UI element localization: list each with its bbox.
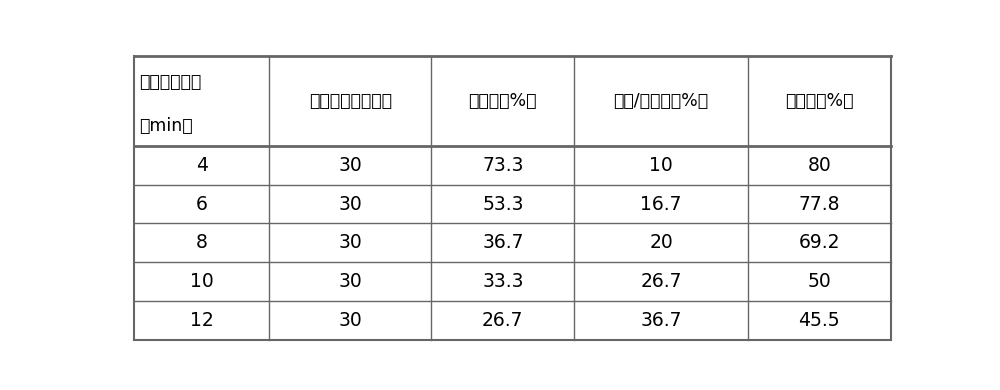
Text: 77.8: 77.8 xyxy=(799,195,840,213)
Text: 30: 30 xyxy=(339,195,362,213)
Text: 53.3: 53.3 xyxy=(482,195,524,213)
Text: 36.7: 36.7 xyxy=(640,311,682,330)
Text: 69.2: 69.2 xyxy=(799,233,840,252)
Text: 30: 30 xyxy=(339,156,362,175)
Text: 外植体数量（个）: 外植体数量（个） xyxy=(309,92,392,110)
Text: 26.7: 26.7 xyxy=(640,272,682,291)
Text: 73.3: 73.3 xyxy=(482,156,524,175)
Text: 污染率（%）: 污染率（%） xyxy=(469,92,537,110)
Text: 12: 12 xyxy=(190,311,214,330)
Text: 50: 50 xyxy=(807,272,831,291)
Text: 10: 10 xyxy=(190,272,214,291)
Text: （min）: （min） xyxy=(139,117,193,135)
Text: 表面灭菌时间: 表面灭菌时间 xyxy=(139,73,201,91)
Text: 33.3: 33.3 xyxy=(482,272,524,291)
Text: 10: 10 xyxy=(649,156,673,175)
Text: 4: 4 xyxy=(196,156,208,175)
Text: 20: 20 xyxy=(649,233,673,252)
Text: 26.7: 26.7 xyxy=(482,311,524,330)
Text: 30: 30 xyxy=(339,272,362,291)
Text: 16.7: 16.7 xyxy=(640,195,682,213)
Text: 36.7: 36.7 xyxy=(482,233,524,252)
Text: 45.5: 45.5 xyxy=(798,311,840,330)
Text: 80: 80 xyxy=(807,156,831,175)
Text: 30: 30 xyxy=(339,311,362,330)
Text: 30: 30 xyxy=(339,233,362,252)
Text: 6: 6 xyxy=(196,195,208,213)
Text: 8: 8 xyxy=(196,233,208,252)
Text: 褐化/死亡率（%）: 褐化/死亡率（%） xyxy=(614,92,709,110)
Text: 诱导率（%）: 诱导率（%） xyxy=(785,92,854,110)
